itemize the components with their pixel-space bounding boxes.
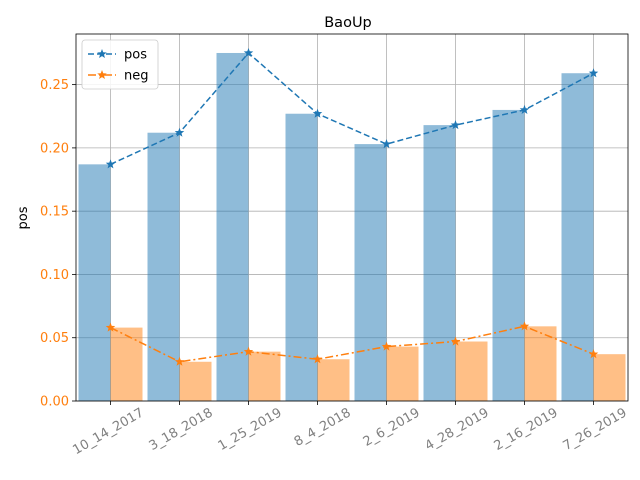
- x-ticks: 10_14_2017 3_18_2018 1_25_2019 8_4_2018 2_6_…: [70, 401, 630, 458]
- y-tick-label: 0.20: [40, 141, 69, 156]
- x-tick-label: 7_26_2019: [561, 405, 630, 453]
- marker-pos: [519, 104, 530, 114]
- bar-neg: [386, 346, 419, 401]
- y-tick-label: 0.10: [40, 268, 69, 283]
- x-tick-label: 3_18_2018: [147, 405, 216, 453]
- marker-pos: [312, 108, 323, 118]
- bar-neg: [110, 327, 143, 401]
- chart-title: BaoUp: [324, 15, 372, 31]
- legend-marker-neg: [97, 70, 107, 80]
- legend-label-neg: neg: [124, 69, 149, 84]
- series-lines: [105, 47, 599, 366]
- marker-neg: [243, 346, 254, 356]
- marker-pos: [243, 47, 254, 58]
- x-tick-label: 1_25_2019: [216, 405, 285, 453]
- bar-pos: [492, 109, 525, 402]
- x-tick-label: 4_28_2019: [423, 405, 492, 453]
- marker-pos: [588, 68, 599, 78]
- axes: [75, 33, 629, 402]
- bar-pos: [354, 144, 387, 401]
- bar-pos: [285, 113, 318, 401]
- x-tick-label: 8_4_2018: [292, 405, 354, 449]
- y-tick-label: 0.00: [40, 395, 69, 410]
- x-tick-label: 2_16_2019: [492, 405, 561, 453]
- marker-neg: [450, 336, 461, 346]
- bar-pos: [423, 125, 456, 401]
- x-tick-label: 10_14_2017: [70, 405, 146, 458]
- marker-neg: [519, 321, 530, 331]
- bars: [78, 52, 626, 402]
- bar-pos: [216, 52, 249, 401]
- bar-pos: [147, 132, 180, 402]
- bar-neg: [317, 359, 350, 401]
- marker-neg: [174, 356, 185, 366]
- y-tick-label: 0.25: [40, 78, 69, 93]
- bar-neg: [248, 351, 281, 401]
- marker-neg: [312, 354, 323, 364]
- bar-neg: [593, 354, 626, 401]
- marker-pos: [105, 159, 116, 169]
- legend-label-pos: pos: [124, 48, 147, 63]
- series-line-pos: [110, 51, 594, 166]
- y-ticks: 0.00 0.05 0.10 0.15 0.20 0.25: [40, 78, 76, 410]
- marker-neg: [381, 341, 392, 351]
- bar-pos: [561, 73, 594, 402]
- bar-neg: [524, 326, 557, 401]
- plot-frame: [75, 33, 629, 402]
- x-tick-label: 2_6_2019: [361, 405, 423, 449]
- y-tick-label: 0.05: [40, 331, 69, 346]
- marker-pos: [450, 120, 461, 130]
- y-tick-label: 0.15: [40, 205, 69, 220]
- bar-pos: [78, 164, 111, 401]
- series-line-neg: [110, 325, 594, 363]
- marker-neg: [105, 322, 116, 332]
- marker-pos: [381, 139, 392, 149]
- marker-pos: [174, 127, 185, 137]
- bar-neg: [179, 361, 212, 401]
- marker-neg: [588, 349, 599, 359]
- legend-marker-pos: [97, 49, 107, 59]
- y-axis-label: pos: [16, 206, 31, 229]
- bar-neg: [455, 341, 488, 401]
- legend: pos neg: [81, 39, 159, 90]
